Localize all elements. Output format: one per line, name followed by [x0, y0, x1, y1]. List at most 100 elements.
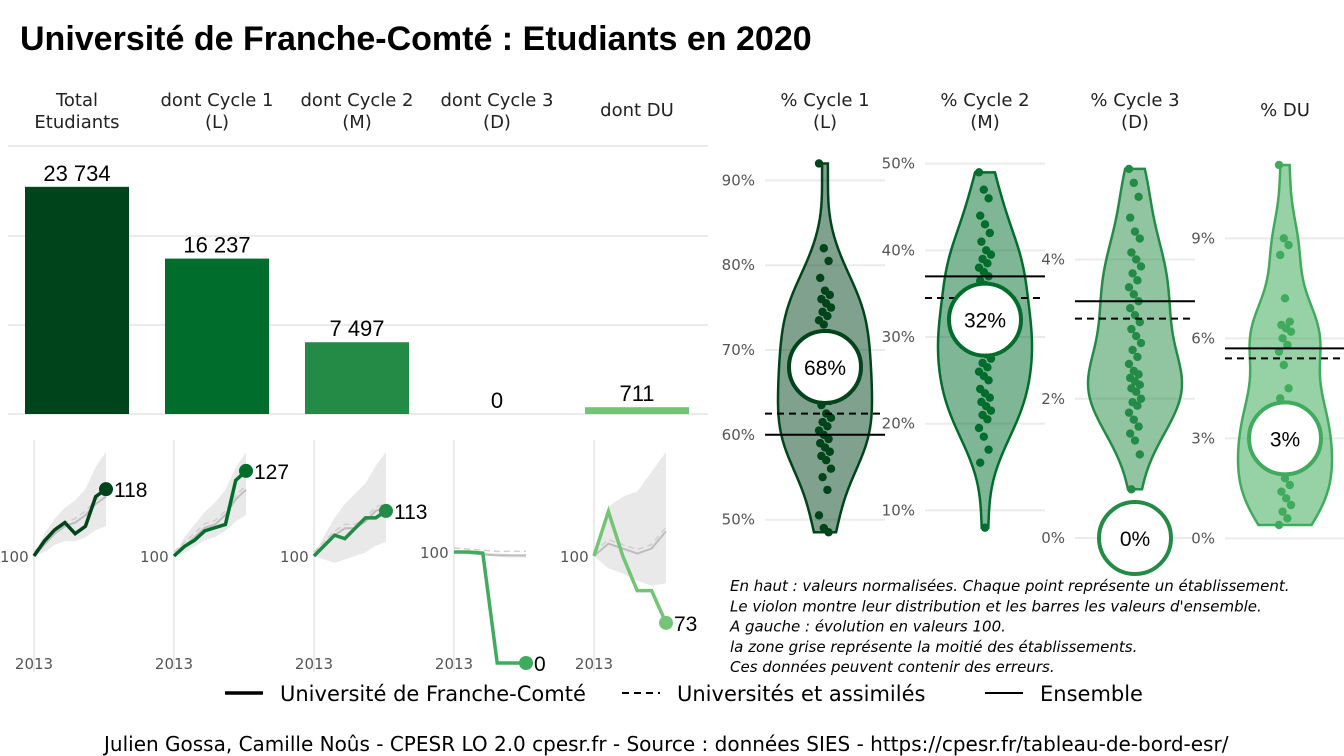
- bar-column-header: Total: [55, 90, 98, 111]
- violin-point: [1130, 436, 1140, 445]
- violin-point: [1133, 276, 1142, 285]
- violin-point: [1135, 234, 1145, 243]
- violin-value-label: 68%: [804, 357, 846, 380]
- violin-tick-label: 80%: [722, 256, 755, 274]
- violin-point: [985, 393, 994, 402]
- legend-label: Universités et assimilés: [677, 682, 925, 706]
- violin-tick-label: 10%: [882, 501, 915, 519]
- violin-point: [1132, 255, 1141, 264]
- evolution-band: [34, 452, 106, 556]
- violin-point: [823, 422, 832, 431]
- violin-point: [979, 432, 988, 441]
- violin-point: [1133, 401, 1142, 410]
- violin-point: [1286, 327, 1296, 336]
- violin-point: [824, 434, 833, 444]
- violin-value-label: 32%: [964, 310, 1006, 333]
- violin-point: [823, 485, 832, 495]
- evolution-endpoint: [379, 503, 393, 518]
- violin-header: (D): [1121, 112, 1149, 133]
- violin-tick-label: 60%: [722, 426, 755, 444]
- violin-point: [984, 445, 993, 454]
- violin-point: [822, 456, 831, 465]
- bar: [165, 258, 269, 414]
- violin-header: % Cycle 1: [780, 90, 869, 111]
- violin-point: [1132, 387, 1141, 396]
- legend-label: Université de Franche-Comté: [280, 682, 586, 706]
- violin-point: [826, 464, 836, 473]
- violin-tick-label: 50%: [722, 511, 755, 529]
- evolution-panel: 0 100 2013: [420, 440, 546, 676]
- violin-point: [976, 458, 985, 467]
- violin-value-bubble: [1247, 400, 1323, 477]
- violin-point: [980, 220, 990, 229]
- violin-point: [1279, 234, 1289, 243]
- violin-point: [814, 159, 824, 168]
- violin-point: [1124, 164, 1134, 174]
- violin-value-bubble: [787, 328, 863, 405]
- violin-point: [1130, 310, 1140, 320]
- footer-source: Julien Gossa, Camille Noûs - CPESR LO 2.…: [102, 732, 1229, 756]
- violin-point: [1280, 294, 1290, 303]
- violin-point: [1278, 334, 1287, 343]
- evolution-band: [594, 452, 666, 586]
- violin-point: [826, 303, 836, 312]
- violin-panel: % Cycle 2(M) 10% 20% 30% 40% 50% 32%: [882, 90, 1045, 532]
- evolution-panel: 73 100 2013: [560, 440, 697, 673]
- violin-point: [1276, 250, 1285, 260]
- evolution-start-label: 2013: [15, 655, 53, 673]
- violin-point: [1133, 352, 1142, 362]
- bar-value-label: 0: [491, 388, 503, 413]
- chart-title: Université de Franche-Comté : Etudiants …: [20, 20, 812, 58]
- violin-tick-label: 0%: [1041, 529, 1065, 547]
- violin-point: [983, 259, 992, 268]
- evolution-band: [314, 452, 386, 563]
- violin-point: [823, 311, 832, 321]
- violin-header: (L): [813, 112, 837, 133]
- violin-point: [1284, 240, 1293, 250]
- violin-point: [819, 320, 828, 329]
- violin-point: [980, 523, 990, 532]
- evolution-end-label: 113: [394, 501, 427, 524]
- violin-point: [1130, 227, 1140, 236]
- violin-point: [1126, 429, 1135, 438]
- violin-tick-label: 6%: [1191, 329, 1215, 347]
- violin-point: [1274, 347, 1284, 356]
- violin-point: [1283, 514, 1292, 523]
- evolution-university-line: [592, 505, 668, 624]
- evolution-start-label: 2013: [435, 655, 473, 673]
- violin-point: [986, 250, 996, 259]
- legend-label: Ensemble: [1040, 682, 1143, 706]
- violin-point: [1132, 331, 1141, 341]
- violin-point: [979, 185, 988, 194]
- evolution-university-line: [312, 509, 387, 558]
- bar-column-header: (L): [205, 112, 229, 133]
- violin-value-bubble: [1097, 500, 1173, 577]
- evolution-endpoint: [239, 463, 253, 478]
- violin-point: [824, 256, 833, 266]
- note-line: Ces données peuvent contenir des erreurs…: [730, 658, 1055, 676]
- violin-point: [1285, 317, 1295, 326]
- violin-point: [1274, 520, 1284, 530]
- violin-tick-label: 70%: [722, 341, 755, 359]
- violin-point: [1129, 290, 1139, 299]
- bar-column-header: dont DU: [600, 100, 674, 121]
- violin-point: [986, 406, 996, 415]
- violin-tick-label: 30%: [882, 328, 915, 346]
- violin-point: [984, 194, 993, 203]
- evolution-baseline-label: 100: [560, 548, 589, 566]
- violin-point: [1136, 338, 1146, 348]
- evolution-baseline-label: 100: [0, 548, 29, 566]
- evolution-endpoint: [519, 656, 533, 670]
- bar-column-header: dont Cycle 2: [301, 90, 414, 111]
- violin-point: [985, 228, 994, 238]
- violin-panel: % DU 0% 3% 6% 9% 3%: [1191, 100, 1344, 547]
- violin-panel: % Cycle 3(D) 0% 2% 4% 0%: [1041, 90, 1195, 577]
- evolution-band: [174, 452, 246, 556]
- violin-value-label: 3%: [1270, 428, 1300, 451]
- note-line: En haut : valeurs normalisées. Chaque po…: [730, 577, 1290, 595]
- violin-point: [976, 211, 985, 220]
- violin-point: [826, 413, 836, 423]
- violin-tick-label: 20%: [882, 415, 915, 433]
- violin-point: [1127, 485, 1136, 494]
